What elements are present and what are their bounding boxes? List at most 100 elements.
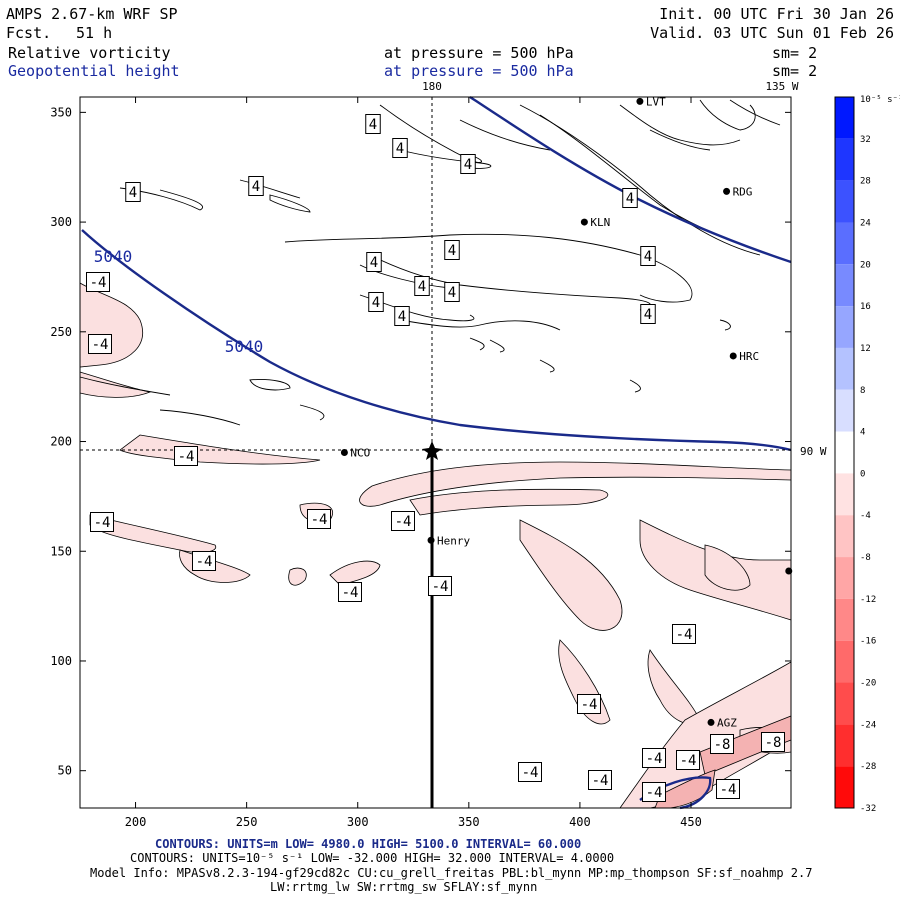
contour-label: -4 bbox=[395, 514, 412, 530]
colorbar-swatch bbox=[835, 180, 854, 223]
colorbar-frame bbox=[834, 96, 855, 809]
colorbar-swatch bbox=[835, 389, 854, 432]
field1-smoothing: sm= 2 bbox=[772, 44, 817, 62]
contour-label-box bbox=[414, 276, 430, 296]
contour-label: 4 bbox=[398, 309, 406, 325]
contour-label-box bbox=[518, 762, 542, 782]
contour-label-box bbox=[394, 306, 410, 326]
plot-frame bbox=[79, 96, 792, 809]
y-tick-label: 300 bbox=[50, 215, 72, 229]
contour-label-box bbox=[444, 282, 460, 302]
contour-label-box bbox=[392, 138, 408, 158]
contour-label-box bbox=[640, 246, 656, 266]
station-marker bbox=[729, 352, 737, 360]
station-marker bbox=[427, 536, 435, 544]
init-time: Init. 00 UTC Fri 30 Jan 26 bbox=[659, 5, 894, 23]
y-tick-label: 100 bbox=[50, 654, 72, 668]
colorbar-label: 28 bbox=[860, 177, 871, 187]
axis-ticks: 200 250 300 350 400 450 50 100 150 200 250 300 350 bbox=[50, 97, 791, 829]
contour-label: -4 bbox=[178, 449, 195, 465]
contour-label-box bbox=[368, 292, 384, 312]
contour-label: -4 bbox=[342, 585, 359, 601]
x-tick-label: 300 bbox=[347, 815, 369, 829]
contour-label: -4 bbox=[432, 579, 449, 595]
x-tick-label: 250 bbox=[236, 815, 258, 829]
contour-label: -4 bbox=[94, 515, 111, 531]
contour-label-box bbox=[88, 334, 112, 354]
contour-label: 4 bbox=[418, 279, 426, 295]
colorbar-swatch bbox=[835, 473, 854, 516]
contour-label-box bbox=[90, 512, 114, 532]
colorbar-swatch bbox=[835, 347, 854, 390]
contour-label: 4 bbox=[644, 249, 652, 265]
contour-label: -4 bbox=[581, 697, 598, 713]
plot-area: 200 250 300 350 400 450 50 100 150 200 250 300 350 L… bbox=[50, 95, 793, 829]
colorbar-swatch bbox=[835, 222, 854, 265]
colorbar-swatch bbox=[835, 515, 854, 558]
contour-label-box bbox=[577, 694, 601, 714]
x-tick-label: 450 bbox=[680, 815, 702, 829]
station-label: NCO bbox=[350, 447, 370, 460]
contour-label-box bbox=[676, 750, 700, 770]
contour-label: 4 bbox=[370, 255, 378, 271]
contour-label: 4 bbox=[129, 185, 137, 201]
field2-level: at pressure = 500 hPa bbox=[384, 62, 574, 80]
stations-layer: LVT RDG KLN HRC NCO Henry AGZ bbox=[340, 95, 793, 729]
y-tick-label: 350 bbox=[50, 105, 72, 119]
contour-label-box bbox=[716, 779, 740, 799]
colorbar-swatch bbox=[835, 598, 854, 641]
contour-label: -4 bbox=[646, 785, 663, 801]
contour-label: -4 bbox=[522, 765, 539, 781]
colorbar-label: 0 bbox=[860, 469, 865, 479]
contour-label-box bbox=[365, 114, 381, 134]
colorbar-label: -12 bbox=[860, 595, 876, 605]
contour-label-box bbox=[391, 511, 415, 531]
colorbar-label: 4 bbox=[860, 428, 865, 438]
colorbar: 10⁻⁵ s⁻¹ 32 28 24 20 16 12 8 4 0 -4 -8 -12 -16 -20 -24… bbox=[834, 95, 900, 814]
contour-label-box bbox=[248, 176, 264, 196]
contour-label-box bbox=[86, 272, 110, 292]
contour-label: -4 bbox=[90, 275, 107, 291]
colorbar-label: 20 bbox=[860, 260, 871, 270]
contour-label: -4 bbox=[676, 627, 693, 643]
colorbar-swatch bbox=[835, 766, 854, 808]
center-marker bbox=[422, 441, 442, 460]
fcst-value: 51 h bbox=[76, 24, 112, 42]
model-title: AMPS 2.67-km WRF SP bbox=[6, 5, 178, 23]
contour-label-box bbox=[460, 154, 476, 174]
station-marker bbox=[340, 449, 348, 456]
station-label: RDG bbox=[733, 185, 753, 198]
contour-label: 4 bbox=[448, 285, 456, 301]
contour-label-box bbox=[444, 240, 460, 260]
contour-label: -4 bbox=[92, 337, 109, 353]
contour-label: 4 bbox=[626, 191, 634, 207]
meridian-180-label: 180 bbox=[422, 80, 442, 93]
contour-label: -4 bbox=[720, 782, 737, 798]
station-marker bbox=[580, 218, 588, 226]
contour-label: -4 bbox=[680, 753, 697, 769]
colorbar-swatch bbox=[835, 97, 854, 139]
contour-label: -4 bbox=[592, 773, 609, 789]
y-tick-label: 150 bbox=[50, 544, 72, 558]
contour-label-box bbox=[640, 304, 656, 324]
contour-label: -8 bbox=[765, 735, 782, 751]
colorbar-swatch bbox=[835, 138, 854, 181]
footer-height-contours: CONTOURS: UNITS=m LOW= 4980.0 HIGH= 5100… bbox=[155, 837, 581, 851]
footer-vorticity-contours: CONTOURS: UNITS=10⁻⁵ s⁻¹ LOW= -32.000 HI… bbox=[130, 851, 614, 865]
colorbar-units: 10⁻⁵ s⁻¹ bbox=[860, 95, 900, 105]
colorbar-label: -8 bbox=[860, 553, 871, 563]
contour-label-box bbox=[192, 551, 216, 571]
contour-label-box bbox=[428, 576, 452, 596]
contour-label-box bbox=[174, 446, 198, 466]
station-label: HRC bbox=[739, 350, 759, 363]
colorbar-label: -20 bbox=[860, 679, 876, 689]
field2-smoothing: sm= 2 bbox=[772, 62, 817, 80]
contour-label-box bbox=[338, 582, 362, 602]
contour-label: 4 bbox=[396, 141, 404, 157]
station-marker bbox=[707, 718, 715, 726]
colorbar-label: -4 bbox=[860, 511, 871, 521]
field1-name: Relative vorticity bbox=[8, 44, 171, 62]
station-label: KLN bbox=[590, 216, 610, 229]
